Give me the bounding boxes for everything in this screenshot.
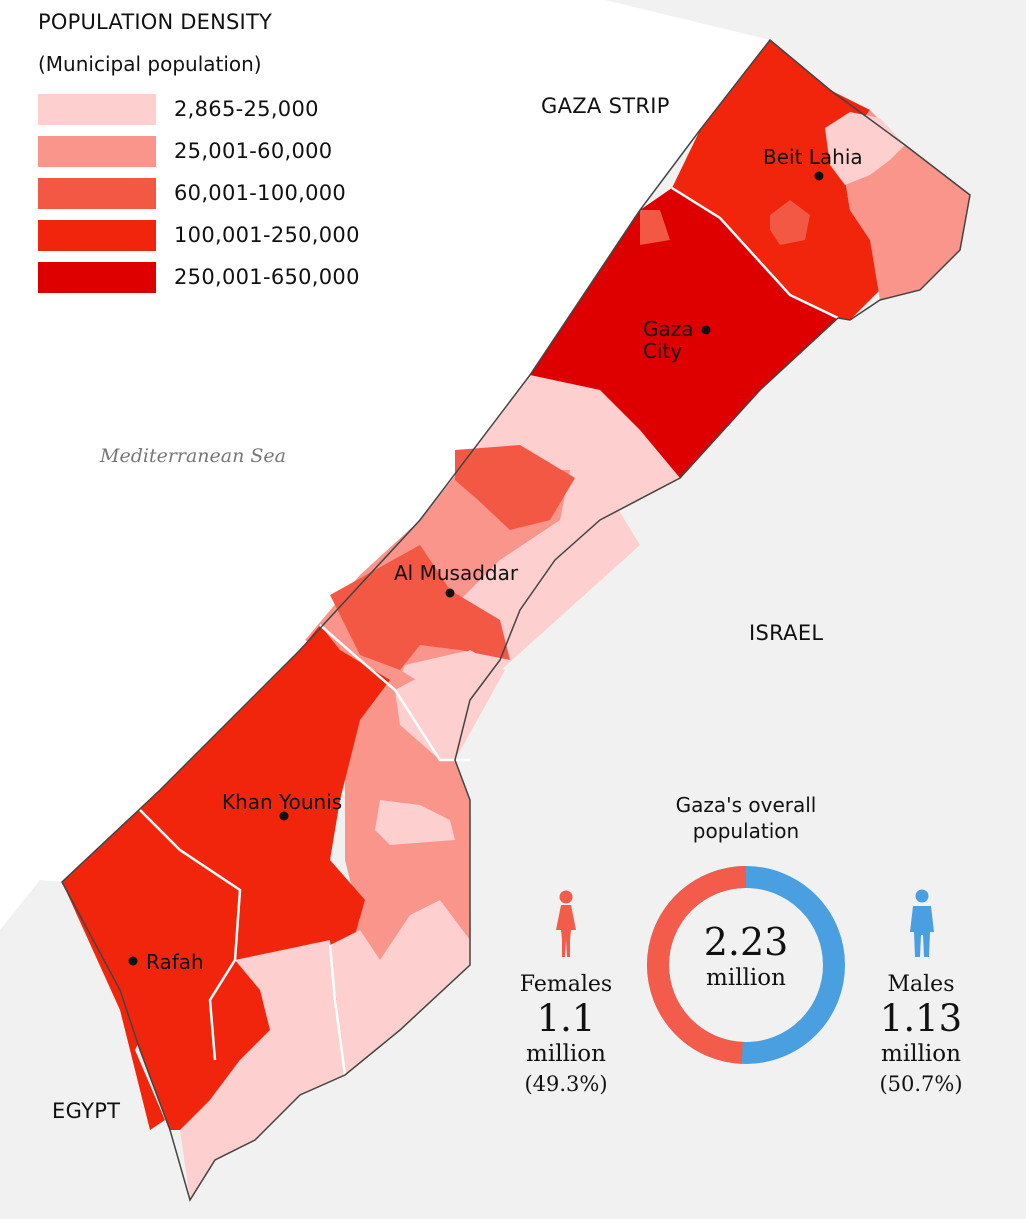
legend-item: 100,001-250,000: [38, 214, 360, 256]
females-label: Females: [519, 972, 613, 997]
males-stat: Males 1.13 million (50.7%): [856, 971, 986, 1099]
mediterranean-sea-label: Mediterranean Sea: [100, 445, 286, 467]
legend-swatch: [38, 219, 156, 251]
rafah-dot: [128, 956, 138, 966]
beit-lahia-dot: [814, 171, 824, 181]
al-musaddar-dot: [445, 588, 455, 598]
district-bureij: [330, 545, 510, 670]
males-value: 1.13: [879, 997, 963, 1040]
beit-lahia-label: Beit Lahia: [763, 145, 863, 169]
district-rafah-south: [330, 900, 470, 1075]
legend-item: 250,001-650,000: [38, 256, 360, 298]
legend-item: 2,865-25,000: [38, 88, 360, 130]
district-boundaries: [139, 186, 839, 1076]
district-jabalia-camp: [770, 200, 810, 245]
legend-swatch: [38, 135, 156, 167]
males-percent: (50.7%): [879, 1072, 963, 1096]
gaza-strip-outline: [61, 38, 971, 1202]
legend-title: POPULATION DENSITY: [38, 10, 273, 34]
district-jabalia: [672, 40, 880, 320]
district-khan-younis-south: [375, 800, 455, 845]
legend-swatch: [38, 93, 156, 125]
legend-label: 25,001-60,000: [174, 139, 333, 163]
rafah-label: Rafah: [146, 950, 204, 974]
district-rafah-east: [180, 940, 345, 1200]
legend-label: 250,001-650,000: [174, 265, 360, 289]
females-stat: Females 1.1 million (49.3%): [501, 971, 631, 1099]
legend-item: 25,001-60,000: [38, 130, 360, 172]
khan-younis-dot: [279, 811, 289, 821]
stats-title: Gaza's overall population: [675, 793, 817, 843]
district-gaza-west: [640, 210, 670, 245]
females-value: 1.1: [536, 997, 596, 1040]
population-donut: [647, 866, 845, 1064]
females-unit: million: [526, 1041, 606, 1067]
legend: POPULATION DENSITY (Municipal population…: [38, 10, 360, 298]
legend-label: 2,865-25,000: [174, 97, 319, 121]
males-label: Males: [887, 972, 955, 997]
district-rafah-border: [62, 810, 240, 1130]
female-person-icon: [556, 890, 576, 957]
legend-swatch: [38, 177, 156, 209]
legend-label: 100,001-250,000: [174, 223, 360, 247]
females-percent: (49.3%): [524, 1072, 608, 1096]
male-person-icon: [910, 889, 934, 957]
district-nuseirat: [455, 445, 575, 530]
legend-item: 60,001-100,000: [38, 172, 360, 214]
legend-list: 2,865-25,000 25,001-60,000 60,001-100,00…: [38, 88, 360, 298]
total-population-unit: million: [706, 965, 786, 991]
gaza-city-label: Gaza City: [643, 317, 694, 363]
donut-females-segment: [647, 866, 845, 1064]
gaza-city-dot: [701, 325, 711, 335]
egypt-label: EGYPT: [52, 1099, 121, 1123]
khan-younis-label: Khan Younis: [222, 790, 343, 814]
total-population-value: 2.23: [703, 920, 789, 964]
total-population: 2.23 million: [660, 920, 832, 992]
legend-swatch: [38, 261, 156, 293]
males-unit: million: [881, 1041, 961, 1067]
al-musaddar-label: Al Musaddar: [394, 561, 519, 585]
legend-label: 60,001-100,000: [174, 181, 347, 205]
israel-label: ISRAEL: [749, 621, 824, 645]
legend-subtitle: (Municipal population): [38, 52, 262, 76]
gaza-strip-label: GAZA STRIP: [541, 94, 670, 118]
